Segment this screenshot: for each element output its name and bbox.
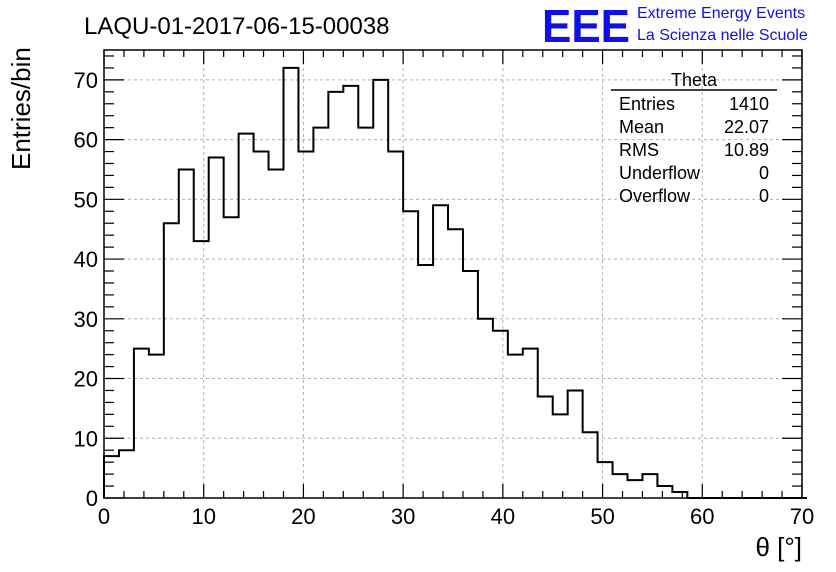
logo-mark: EEE xyxy=(542,0,630,52)
stats-row-label: Overflow xyxy=(619,186,691,206)
histogram-bin xyxy=(194,241,209,498)
histogram-bins xyxy=(104,68,687,498)
y-tick-label: 50 xyxy=(74,187,98,212)
histogram-series-line xyxy=(103,66,807,499)
stats-row-value: 0 xyxy=(759,186,769,206)
x-tick-label: 60 xyxy=(690,504,714,529)
histogram-bin xyxy=(239,134,254,498)
stats-row-label: RMS xyxy=(619,140,659,160)
y-axis-label: Entries/bin xyxy=(6,47,36,170)
histogram-bin xyxy=(583,432,598,498)
stats-row-value: 0 xyxy=(759,163,769,183)
plot-frame xyxy=(103,49,803,499)
histogram-bin xyxy=(388,152,403,498)
stats-row-value: 22.07 xyxy=(724,117,769,137)
histogram-bin xyxy=(224,217,239,498)
histogram-bin xyxy=(298,152,313,498)
histogram-bin xyxy=(478,319,493,498)
histogram-bin xyxy=(493,331,508,498)
histogram-bin xyxy=(642,474,657,498)
histogram-bin xyxy=(119,450,134,498)
histogram-bin xyxy=(508,355,523,498)
histogram-bin xyxy=(463,271,478,498)
stats-row-value: 10.89 xyxy=(724,140,769,160)
histogram-bin xyxy=(553,414,568,498)
stats-row-label: Underflow xyxy=(619,163,701,183)
histogram-bin xyxy=(209,158,224,498)
histogram-bin xyxy=(269,169,284,498)
axis-tick-labels: 0 10 20 30 40 50 60 70 0 10 20 30 40 50 60 70 xyxy=(74,68,815,529)
histogram-bin xyxy=(568,390,583,498)
histogram-bin xyxy=(328,92,343,498)
stats-row-label: Mean xyxy=(619,117,664,137)
x-tick-label: 30 xyxy=(391,504,415,529)
stats-box-name: Theta xyxy=(671,70,718,90)
logo-line2: La Scienza nelle Scuole xyxy=(637,27,808,44)
histogram-bin xyxy=(343,86,358,498)
y-tick-label: 0 xyxy=(86,486,98,511)
x-tick-label: 70 xyxy=(790,504,814,529)
y-tick-label: 40 xyxy=(74,247,98,272)
y-tick-label: 20 xyxy=(74,367,98,392)
y-tick-label: 10 xyxy=(74,426,98,451)
y-tick-label: 30 xyxy=(74,307,98,332)
stats-box: Theta Entries 1410 Mean 22.07 RMS 10.89 Underf… xyxy=(611,70,777,206)
histogram-bin xyxy=(657,486,672,498)
logo-line1: Extreme Energy Events xyxy=(637,5,805,22)
histogram-bin xyxy=(149,355,164,498)
histogram-bin xyxy=(538,396,553,498)
x-tick-label: 0 xyxy=(98,504,110,529)
y-tick-label: 60 xyxy=(74,128,98,153)
histogram-bin xyxy=(313,128,328,498)
histogram-bin xyxy=(134,349,149,498)
x-tick-label: 40 xyxy=(491,504,515,529)
histogram-bin xyxy=(672,492,687,498)
x-axis-label: θ [°] xyxy=(755,532,802,562)
stats-box-rows: Entries 1410 Mean 22.07 RMS 10.89 Underflow 0 Ov… xyxy=(619,94,769,206)
histogram-bin xyxy=(613,474,628,498)
histogram-bin xyxy=(628,480,643,498)
y-tick-label: 70 xyxy=(74,68,98,93)
chart-title: LAQU-01-2017-06-15-00038 xyxy=(84,13,390,40)
histogram-bin xyxy=(179,169,194,498)
histogram-bin xyxy=(164,223,179,498)
histogram-bin xyxy=(254,152,269,498)
histogram-bin xyxy=(358,128,373,498)
histogram-bin xyxy=(403,211,418,498)
axis-ticks xyxy=(103,50,803,499)
histogram-bin xyxy=(373,80,388,498)
x-tick-label: 50 xyxy=(590,504,614,529)
histogram-bin xyxy=(448,229,463,498)
x-tick-label: 20 xyxy=(291,504,315,529)
x-tick-label: 10 xyxy=(191,504,215,529)
histogram-bin xyxy=(523,349,538,498)
histogram-bin xyxy=(283,68,298,498)
histogram-bin xyxy=(433,205,448,498)
histogram-bin xyxy=(418,265,433,498)
stats-row-value: 1410 xyxy=(729,94,769,114)
grid xyxy=(104,50,802,498)
stats-row-label: Entries xyxy=(619,94,675,114)
histogram-bin xyxy=(598,462,613,498)
